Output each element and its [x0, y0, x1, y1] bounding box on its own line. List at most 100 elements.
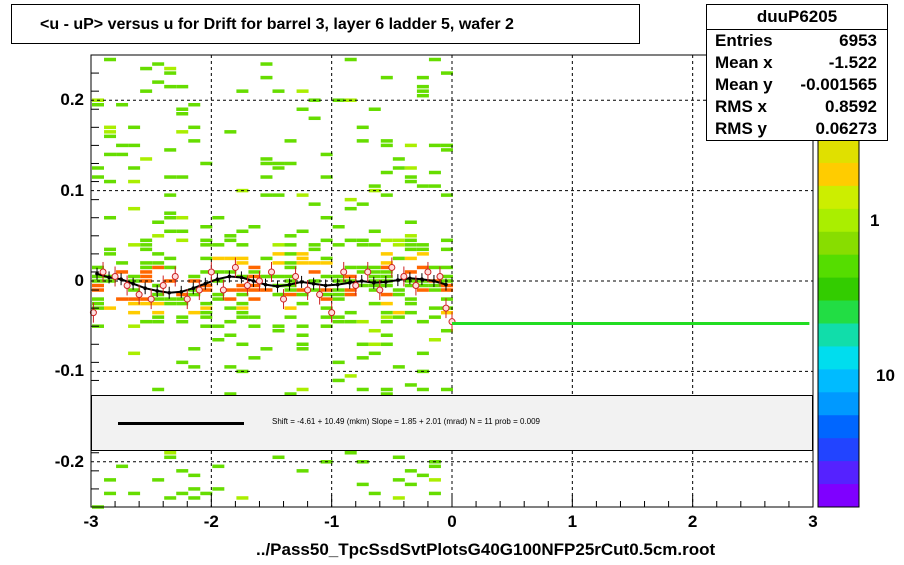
heatmap-cell — [404, 238, 417, 243]
profile-point — [396, 278, 400, 282]
heatmap-cell — [116, 102, 129, 107]
heatmap-cell — [164, 496, 177, 500]
heatmap-cell — [140, 247, 153, 252]
marker-point — [243, 282, 251, 290]
heatmap-cell — [224, 238, 237, 243]
heatmap-cell — [320, 238, 333, 243]
heatmap-cell — [308, 202, 321, 206]
heatmap-cell — [404, 166, 417, 170]
marker-point — [147, 295, 155, 303]
marker-point — [340, 268, 348, 276]
heatmap-cell — [284, 252, 297, 256]
heatmap-cell — [404, 482, 417, 487]
y-tick-label: 0.2 — [60, 90, 84, 110]
heatmap-cell — [188, 473, 201, 478]
profile-point — [155, 289, 159, 293]
heatmap-cell — [404, 270, 417, 274]
heatmap-cell — [140, 243, 153, 247]
heatmap-cell — [308, 288, 321, 292]
heatmap-cell — [152, 283, 165, 288]
marker-point — [219, 286, 227, 294]
heatmap-cell — [404, 256, 417, 261]
heatmap-cell — [272, 328, 285, 333]
stats-value: 0.8592 — [825, 97, 877, 116]
heatmap-cell — [140, 89, 153, 93]
heatmap-cell — [104, 478, 117, 482]
heatmap-cell — [356, 125, 369, 130]
y-tick-label: -0.1 — [54, 361, 84, 381]
heatmap-cell — [236, 301, 249, 306]
marker-point — [304, 286, 312, 294]
heatmap-cell — [272, 324, 285, 328]
heatmap-cell — [104, 179, 117, 184]
heatmap-cell — [368, 328, 381, 333]
profile-point — [131, 281, 135, 286]
heatmap-cell — [440, 288, 453, 292]
heatmap-cell — [236, 89, 249, 93]
heatmap-cell — [284, 306, 297, 310]
heatmap-cell — [128, 243, 141, 247]
heatmap-cell — [140, 157, 153, 161]
heatmap-cell — [416, 387, 429, 392]
heatmap-cell — [260, 62, 273, 66]
heatmap-cell — [272, 274, 285, 279]
heatmap-cell — [428, 283, 441, 288]
x-axis-label: ../Pass50_TpcSsdSvtPlotsG40G100NFP25rCut… — [256, 540, 716, 559]
heatmap-cell — [212, 256, 225, 261]
heatmap-cell — [260, 175, 273, 179]
heatmap-cell — [380, 333, 393, 337]
heatmap-cell — [224, 333, 237, 337]
heatmap-cell — [320, 306, 333, 310]
heatmap-cell — [380, 193, 393, 197]
heatmap-cell — [404, 234, 417, 238]
heatmap-cell — [92, 102, 104, 107]
color-palette — [817, 139, 860, 508]
heatmap-cell — [380, 139, 393, 143]
heatmap-cell — [176, 238, 189, 243]
stats-name: duuP6205 — [707, 5, 887, 30]
heatmap-cell — [152, 387, 165, 392]
palette-band — [818, 300, 859, 324]
heatmap-cell — [296, 107, 309, 111]
heatmap-cell — [188, 102, 201, 107]
heatmap-cell — [164, 256, 177, 261]
heatmap-cell — [248, 315, 261, 319]
heatmap-cell — [392, 365, 405, 369]
heatmap-cell — [380, 310, 393, 315]
heatmap-cell — [152, 234, 165, 238]
heatmap-cell — [428, 464, 441, 469]
stats-row-rms-y: RMS y 0.06273 — [707, 118, 887, 140]
heatmap-cell — [176, 297, 189, 301]
heatmap-cell — [356, 283, 369, 288]
heatmap-cell — [380, 238, 393, 243]
heatmap-cell — [368, 351, 381, 356]
stats-box: duuP6205 Entries 6953 Mean x -1.522 Mean… — [706, 4, 888, 141]
heatmap-cell — [440, 274, 453, 279]
marker-point — [424, 268, 432, 276]
heatmap-cell — [356, 482, 369, 487]
heatmap-cell — [416, 319, 429, 324]
heatmap-cell — [308, 261, 321, 265]
heatmap-cell — [380, 252, 393, 256]
heatmap-cell — [164, 297, 177, 301]
heatmap-cell — [236, 256, 249, 261]
profile-line — [96, 272, 447, 294]
heatmap-cell — [188, 487, 201, 491]
heatmap-cell — [440, 148, 453, 152]
heatmap-cell — [236, 310, 249, 315]
marker-point — [89, 309, 97, 317]
heatmap-cell — [428, 478, 441, 482]
heatmap-cell — [320, 215, 333, 220]
heatmap-cell — [224, 256, 237, 261]
heatmap-cell — [140, 66, 153, 71]
heatmap-cell — [200, 306, 213, 310]
heatmap-cell — [152, 315, 165, 319]
heatmap-cell — [188, 310, 201, 315]
heatmap-cell — [404, 469, 417, 473]
heatmap-cell — [224, 130, 237, 134]
heatmap-cell — [176, 469, 189, 473]
heatmap-cell — [260, 75, 273, 80]
x-tick-label: 0 — [447, 512, 457, 531]
heatmap-cell — [152, 297, 165, 301]
heatmap-cell — [212, 487, 225, 491]
